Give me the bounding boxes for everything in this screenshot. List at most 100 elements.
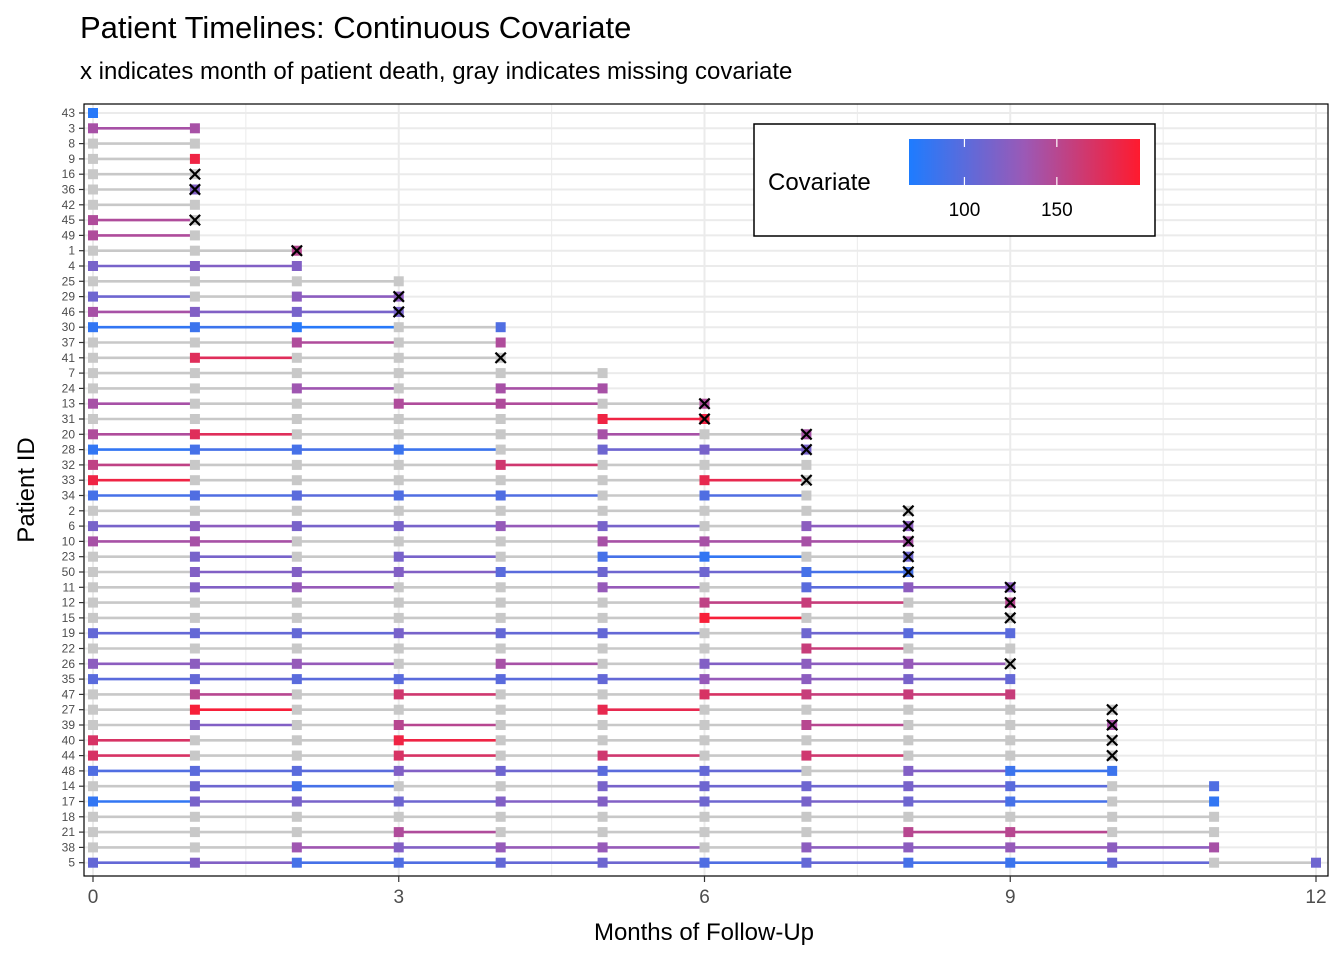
covariate-point bbox=[597, 842, 608, 853]
covariate-point bbox=[291, 337, 302, 348]
patient-row-25 bbox=[88, 276, 404, 287]
covariate-point bbox=[189, 811, 200, 822]
covariate-point bbox=[699, 429, 710, 440]
death-marker bbox=[188, 183, 201, 196]
patient-row-17 bbox=[88, 796, 1220, 807]
patient-row-26 bbox=[88, 657, 1017, 670]
covariate-point bbox=[495, 322, 506, 333]
x-tick-label: 12 bbox=[1305, 887, 1326, 908]
covariate-point bbox=[495, 720, 506, 730]
y-tick-label: 30 bbox=[62, 320, 76, 334]
covariate-point bbox=[88, 291, 98, 302]
covariate-point bbox=[495, 827, 506, 838]
patient-row-43 bbox=[88, 108, 98, 118]
y-tick-label: 17 bbox=[62, 795, 76, 809]
covariate-point bbox=[597, 582, 608, 593]
y-tick-label: 23 bbox=[62, 550, 76, 564]
covariate-point bbox=[88, 521, 98, 532]
covariate-point bbox=[393, 444, 404, 455]
covariate-point bbox=[189, 689, 200, 700]
covariate-point bbox=[393, 597, 404, 608]
covariate-point bbox=[189, 414, 200, 424]
y-tick-label: 42 bbox=[62, 198, 76, 212]
patient-row-28 bbox=[88, 443, 813, 456]
covariate-point bbox=[801, 750, 812, 761]
covariate-point bbox=[88, 230, 98, 241]
covariate-point bbox=[801, 765, 812, 776]
covariate-point bbox=[597, 490, 608, 501]
covariate-point bbox=[699, 674, 710, 685]
covariate-point bbox=[88, 750, 98, 761]
covariate-point bbox=[495, 781, 506, 792]
death-marker bbox=[494, 351, 507, 364]
patient-row-34 bbox=[88, 490, 812, 501]
covariate-point bbox=[597, 857, 608, 868]
covariate-point bbox=[699, 582, 710, 593]
covariate-point bbox=[88, 735, 98, 746]
covariate-point bbox=[291, 521, 302, 532]
covariate-point bbox=[801, 720, 812, 730]
covariate-point bbox=[699, 796, 710, 807]
covariate-point bbox=[903, 827, 914, 838]
covariate-point bbox=[495, 414, 506, 424]
covariate-point bbox=[189, 674, 200, 685]
covariate-point bbox=[699, 704, 710, 715]
covariate-point bbox=[88, 153, 98, 164]
covariate-point bbox=[1107, 811, 1118, 822]
covariate-point bbox=[699, 658, 710, 669]
covariate-point bbox=[699, 689, 710, 700]
covariate-point bbox=[189, 322, 200, 333]
covariate-point bbox=[597, 750, 608, 761]
patient-row-50 bbox=[88, 566, 915, 578]
covariate-point bbox=[393, 521, 404, 532]
covariate-point bbox=[393, 322, 404, 333]
patient-row-27 bbox=[88, 703, 1119, 716]
covariate-point bbox=[1005, 781, 1016, 792]
y-tick-label: 22 bbox=[62, 642, 76, 656]
patient-row-6 bbox=[88, 520, 915, 533]
patient-row-20 bbox=[88, 428, 813, 441]
covariate-point bbox=[88, 475, 98, 486]
covariate-point bbox=[291, 674, 302, 685]
covariate-point bbox=[393, 429, 404, 440]
covariate-point bbox=[393, 475, 404, 486]
x-axis-ticks: 0 3 6 9 12 bbox=[88, 876, 1327, 908]
covariate-point bbox=[597, 521, 608, 532]
legend: Covariate 100 150 bbox=[753, 123, 1156, 237]
covariate-point bbox=[291, 643, 302, 654]
covariate-point bbox=[1005, 765, 1016, 776]
covariate-point bbox=[597, 765, 608, 776]
covariate-point bbox=[495, 735, 506, 746]
covariate-point bbox=[903, 720, 914, 730]
y-tick-label: 31 bbox=[62, 412, 76, 426]
covariate-point bbox=[801, 536, 812, 547]
covariate-point bbox=[393, 811, 404, 822]
covariate-point bbox=[393, 352, 404, 363]
covariate-point bbox=[88, 689, 98, 700]
covariate-point bbox=[291, 720, 302, 730]
x-tick-label: 3 bbox=[393, 887, 404, 908]
y-tick-label: 41 bbox=[62, 351, 76, 365]
covariate-point bbox=[393, 704, 404, 715]
covariate-point bbox=[393, 368, 404, 379]
x-tick-label: 6 bbox=[699, 887, 710, 908]
patient-row-19 bbox=[88, 628, 1016, 639]
covariate-point bbox=[597, 551, 608, 562]
covariate-point bbox=[88, 322, 98, 333]
covariate-point bbox=[393, 383, 404, 394]
patient-row-9 bbox=[88, 153, 200, 164]
covariate-point bbox=[291, 352, 302, 363]
covariate-point bbox=[903, 612, 914, 623]
covariate-point bbox=[1209, 842, 1220, 853]
covariate-point bbox=[189, 276, 200, 287]
death-marker bbox=[1004, 611, 1017, 624]
covariate-point bbox=[88, 674, 98, 685]
death-marker bbox=[902, 550, 915, 563]
covariate-point bbox=[291, 628, 302, 639]
covariate-point bbox=[903, 689, 914, 700]
covariate-point bbox=[801, 796, 812, 807]
patient-row-40 bbox=[88, 734, 1119, 747]
covariate-point bbox=[1005, 827, 1016, 838]
covariate-point bbox=[291, 781, 302, 792]
covariate-point bbox=[189, 857, 200, 868]
